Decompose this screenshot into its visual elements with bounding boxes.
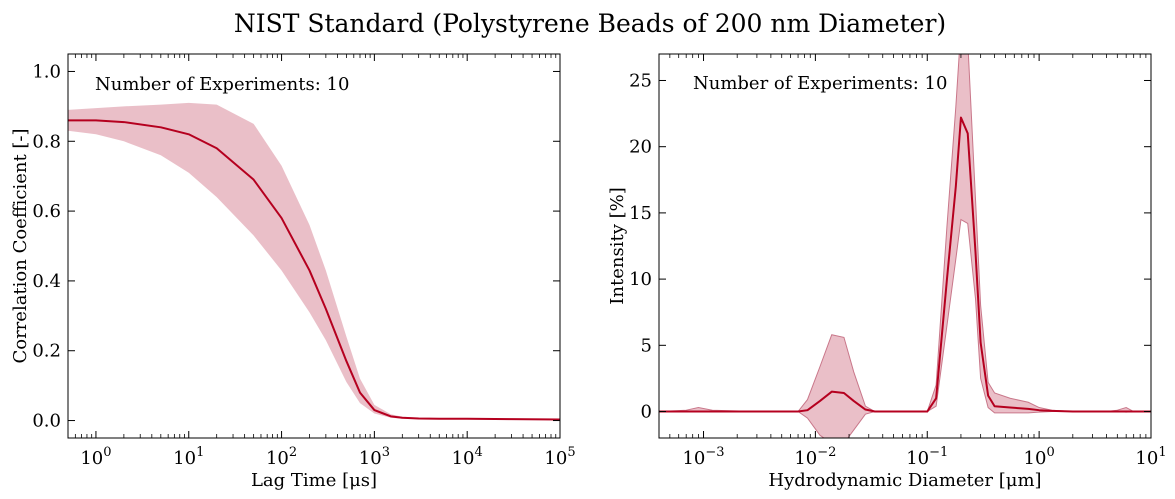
- figure-title: NIST Standard (Polystyrene Beads of 200 …: [234, 9, 946, 38]
- chart-left-ylabel: Correlation Coefficient [-]: [10, 128, 31, 363]
- chart-right-xtick-label: 10−1: [906, 445, 948, 469]
- chart-left-ytick-label: 0.8: [32, 131, 61, 152]
- chart-right-xlabel: Hydrodynamic Diameter [μm]: [768, 470, 1041, 491]
- chart-left-plot: [67, 53, 561, 439]
- chart-right-plot: [658, 53, 1152, 439]
- chart-right-ytick-label: 20: [629, 137, 652, 158]
- chart-right-ylabel: Intensity [%]: [607, 187, 628, 304]
- chart-right-xtick-label: 101: [1135, 445, 1166, 469]
- chart-right-ytick-label: 15: [629, 203, 652, 224]
- chart-left-xtick-label: 105: [544, 445, 575, 469]
- chart-left-ytick-label: 0.0: [32, 411, 61, 432]
- chart-right-ticks: 10−3 10−2 10−1 100 101 0 5 10 15 20 25: [629, 54, 1167, 469]
- chart-right-xtick-label: 10−3: [682, 445, 724, 469]
- chart-left: 100 101 102 103 104 105 0.0 0.2 0.4 0.6 0.8 1.0 Num…: [10, 53, 576, 491]
- chart-right: 10−3 10−2 10−1 100 101 0 5 10 15 20 25 Number of E…: [607, 53, 1167, 491]
- chart-right-ytick-label: 10: [629, 269, 652, 290]
- chart-right-ytick-label: 0: [641, 402, 652, 423]
- chart-left-xtick-label: 104: [452, 445, 483, 469]
- chart-right-ytick-label: 5: [641, 335, 652, 356]
- chart-left-xlabel: Lag Time [μs]: [251, 470, 377, 491]
- chart-right-frame: [658, 53, 1152, 439]
- chart-left-xtick-label: 100: [80, 445, 111, 469]
- chart-left-xtick-label: 102: [266, 445, 297, 469]
- chart-right-xtick-label: 10−2: [794, 445, 836, 469]
- chart-left-xtick-label: 101: [173, 445, 204, 469]
- chart-right-mean-line: [659, 116, 1151, 413]
- chart-left-std-band: [68, 102, 560, 421]
- chart-left-ytick-label: 1.0: [32, 61, 61, 82]
- chart-left-annotation: Number of Experiments: 10: [95, 74, 349, 95]
- chart-left-xtick-label: 103: [359, 445, 390, 469]
- chart-right-xtick-label: 100: [1024, 445, 1055, 469]
- chart-right-annotation: Number of Experiments: 10: [693, 73, 947, 94]
- chart-right-ytick-label: 25: [629, 70, 652, 91]
- chart-left-frame: [67, 53, 561, 439]
- chart-left-ytick-label: 0.4: [32, 271, 61, 292]
- chart-right-std-band: [659, 54, 1151, 438]
- chart-left-ytick-label: 0.6: [32, 201, 61, 222]
- chart-left-ytick-label: 0.2: [32, 341, 61, 362]
- chart-left-mean-line: [68, 119, 560, 421]
- chart-left-ticks: 100 101 102 103 104 105 0.0 0.2 0.4 0.6 0.8 1.0: [32, 54, 576, 469]
